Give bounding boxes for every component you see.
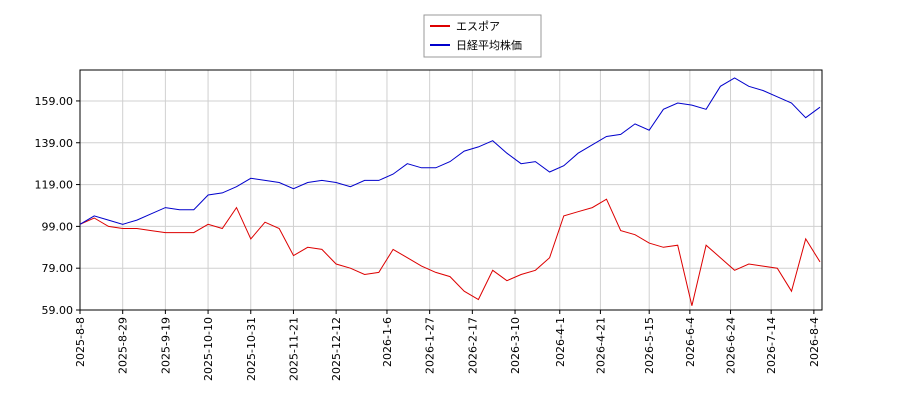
y-tick-label: 99.00 [42,220,74,233]
x-tick-label: 2026-7-14 [765,317,778,374]
legend-label: エスポア [456,20,500,33]
x-tick-label: 2025-12-12 [330,317,343,381]
x-tick-label: 2026-2-17 [466,317,479,374]
y-tick-label: 59.00 [42,304,74,317]
x-tick-label: 2026-1-27 [424,317,437,374]
y-tick-label: 159.00 [35,95,74,108]
x-tick-label: 2025-10-31 [245,317,258,381]
x-tick-label: 2026-6-24 [725,317,738,374]
x-tick-label: 2026-4-1 [554,317,567,367]
plot-frame [79,69,823,311]
x-tick-label: 2025-8-8 [74,317,87,367]
x-tick-label: 2025-9-19 [159,317,172,374]
x-tick-label: 2026-5-15 [643,317,656,374]
x-tick-label: 2026-8-4 [808,317,821,367]
x-tick-label: 2025-8-29 [117,317,130,374]
x-tick-label: 2026-6-4 [684,317,697,367]
legend-label: 日経平均株価 [456,38,522,52]
y-tick-label: 139.00 [35,137,74,150]
x-tick-label: 2026-4-21 [594,317,607,374]
x-tick-label: 2025-11-21 [287,317,300,381]
x-tick-label: 2025-10-10 [202,317,215,381]
series-line [79,77,821,225]
y-tick-label: 79.00 [42,262,74,275]
legend-box [423,14,542,58]
x-tick-label: 2026-3-10 [509,317,522,374]
x-tick-label: 2026-1-6 [381,317,394,367]
y-tick-label: 119.00 [35,179,74,192]
series-line [79,198,821,306]
